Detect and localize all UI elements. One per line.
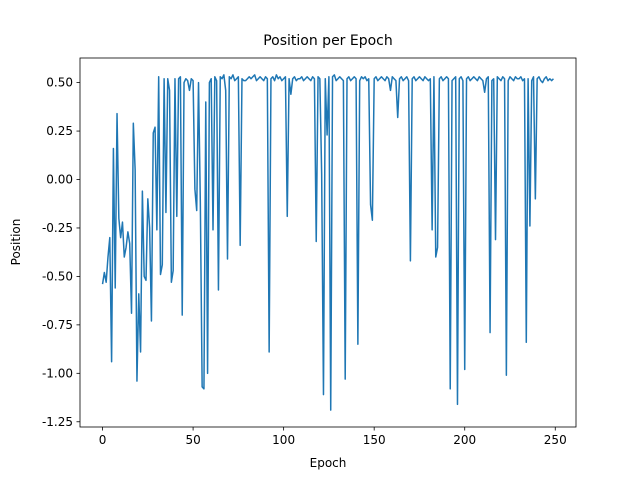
x-tick-label: 150 bbox=[363, 433, 386, 447]
x-tick-label: 200 bbox=[453, 433, 476, 447]
x-axis-label: Epoch bbox=[310, 456, 347, 470]
y-tick-label: -1.00 bbox=[42, 366, 73, 380]
y-tick-label: -1.25 bbox=[42, 415, 73, 429]
y-tick-label: 0.00 bbox=[46, 173, 73, 187]
x-tick-label: 50 bbox=[185, 433, 200, 447]
axes-frame bbox=[79, 57, 577, 428]
x-tick-label: 0 bbox=[99, 433, 107, 447]
y-tick-label: 0.25 bbox=[46, 124, 73, 138]
y-tick-label: -0.75 bbox=[42, 318, 73, 332]
y-tick-label: -0.50 bbox=[42, 269, 73, 283]
chart-title: Position per Epoch bbox=[263, 33, 393, 49]
x-tick-label: 250 bbox=[544, 433, 567, 447]
y-axis-label: Position bbox=[9, 219, 23, 266]
x-tick-label: 100 bbox=[272, 433, 295, 447]
data-line bbox=[101, 74, 554, 411]
y-tick-label: -0.25 bbox=[42, 221, 73, 235]
y-tick-label: 0.50 bbox=[46, 76, 73, 90]
